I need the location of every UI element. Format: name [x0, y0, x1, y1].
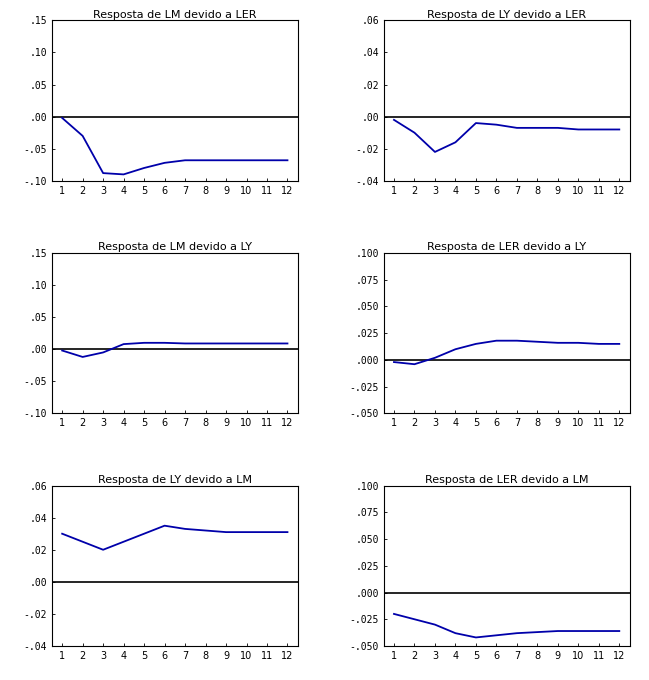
Title: Resposta de LY devido a LER: Resposta de LY devido a LER: [427, 10, 586, 20]
Title: Resposta de LER devido a LM: Resposta de LER devido a LM: [425, 475, 589, 485]
Title: Resposta de LER devido a LY: Resposta de LER devido a LY: [427, 242, 586, 252]
Title: Resposta de LM devido a LER: Resposta de LM devido a LER: [93, 10, 256, 20]
Title: Resposta de LM devido a LY: Resposta de LM devido a LY: [98, 242, 252, 252]
Title: Resposta de LY devido a LM: Resposta de LY devido a LM: [98, 475, 252, 485]
